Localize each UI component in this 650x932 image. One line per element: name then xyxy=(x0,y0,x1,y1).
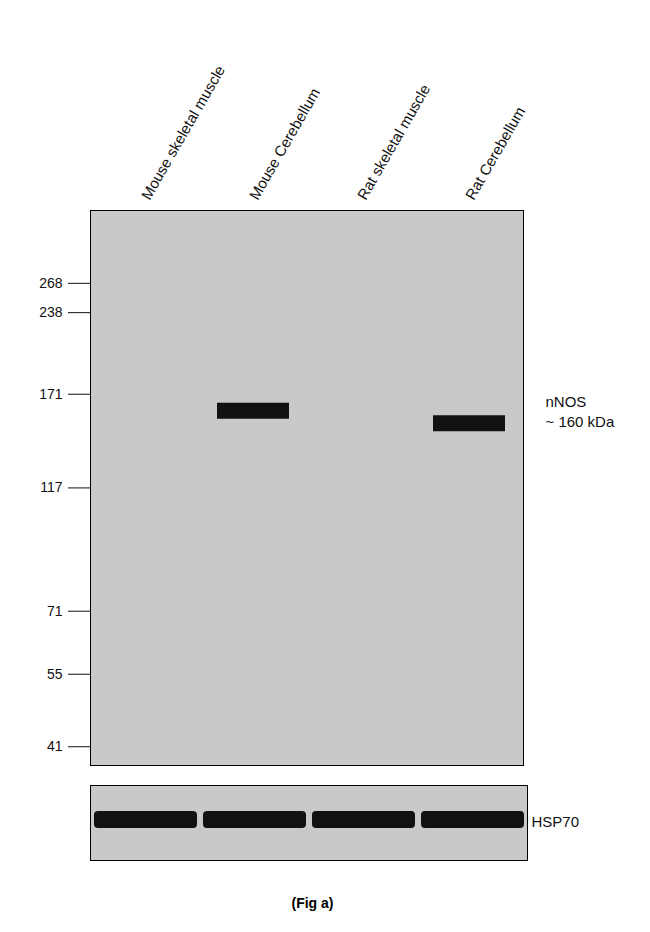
svg-text:HSP70: HSP70 xyxy=(532,813,580,830)
svg-text:Rat skeletal muscle: Rat skeletal muscle xyxy=(354,81,434,202)
svg-text:nNOS~ 160 kDa: nNOS~ 160 kDa xyxy=(546,393,615,430)
svg-text:71: 71 xyxy=(47,603,63,619)
svg-text:Rat Cerebellum: Rat Cerebellum xyxy=(462,104,529,203)
svg-text:268: 268 xyxy=(39,275,63,291)
html-text:(Fig a): (Fig a) xyxy=(291,895,334,911)
svg-text:Mouse Cerebellum: Mouse Cerebellum xyxy=(246,85,324,203)
svg-text:Mouse skeletal muscle: Mouse skeletal muscle xyxy=(138,62,229,202)
svg-text:117: 117 xyxy=(40,479,63,495)
svg-text:238: 238 xyxy=(39,304,63,320)
svg-text:55: 55 xyxy=(47,666,63,682)
svg-text:41: 41 xyxy=(47,738,63,754)
svg-text:171: 171 xyxy=(39,386,63,402)
